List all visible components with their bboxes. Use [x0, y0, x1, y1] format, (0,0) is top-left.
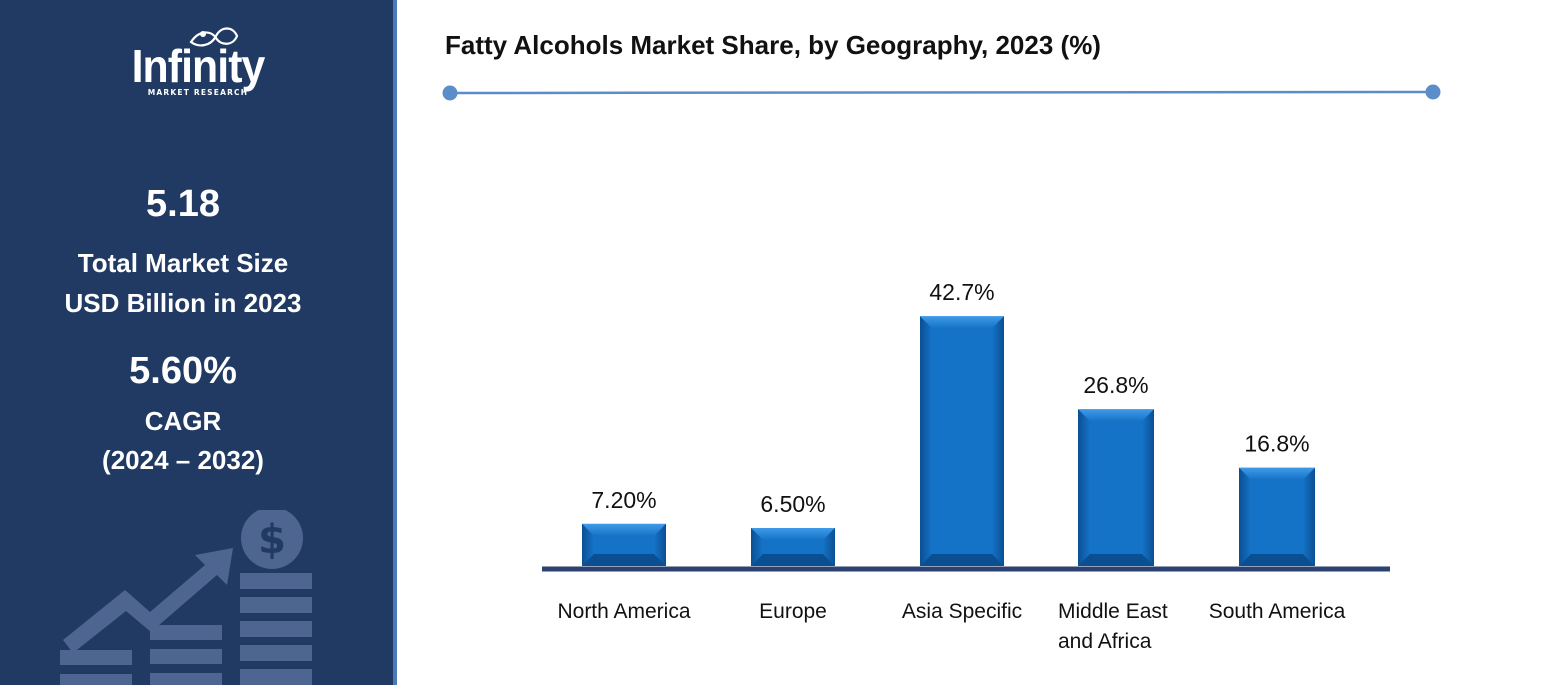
- category-label: and Africa: [1058, 630, 1152, 653]
- brand-name: Infinity: [131, 40, 266, 92]
- value-label: 16.8%: [1244, 431, 1309, 457]
- brand-tagline: MARKET RESEARCH: [147, 88, 249, 97]
- value-label: 42.7%: [929, 279, 994, 305]
- value-label: 6.50%: [760, 491, 825, 517]
- chart-title: Fatty Alcohols Market Share, by Geograph…: [445, 30, 1101, 60]
- dollar-coin-icon: $: [241, 510, 303, 569]
- bar-asia-specific: [920, 316, 1004, 566]
- bar-europe: [751, 527, 835, 566]
- category-label: Middle East: [1058, 600, 1168, 623]
- infinity-logo-icon: [189, 27, 239, 47]
- bar-chart: 7.20% North America 6.50% Europe 42.7% Asia S…: [542, 279, 1390, 653]
- cagr-value: 5.60%: [129, 350, 237, 392]
- title-divider: [442, 84, 1441, 101]
- market-size-unit-label: USD Billion in 2023: [64, 288, 302, 318]
- bar-middle-east-and-africa: [1078, 409, 1154, 566]
- svg-text:$: $: [258, 517, 286, 563]
- growth-decoration: $: [60, 510, 312, 685]
- value-label: 26.8%: [1083, 372, 1148, 398]
- bar-south-america: [1239, 467, 1315, 566]
- growth-arrow-icon: [63, 548, 233, 653]
- cagr-label: CAGR: [144, 406, 222, 436]
- category-label: North America: [557, 600, 690, 623]
- sidebar-divider: [393, 0, 397, 685]
- cagr-period: (2024 – 2032): [102, 445, 264, 475]
- category-label: Asia Specific: [902, 600, 1022, 623]
- value-label: 7.20%: [591, 487, 656, 513]
- market-size-label: Total Market Size: [77, 248, 289, 278]
- market-size-value: 5.18: [146, 183, 220, 225]
- bar-north-america: [582, 523, 666, 566]
- category-label: Europe: [759, 600, 827, 623]
- sidebar-panel: Infinity MARKET RESEARCH 5.18 Total Mark…: [0, 0, 393, 685]
- category-label: South America: [1209, 600, 1346, 623]
